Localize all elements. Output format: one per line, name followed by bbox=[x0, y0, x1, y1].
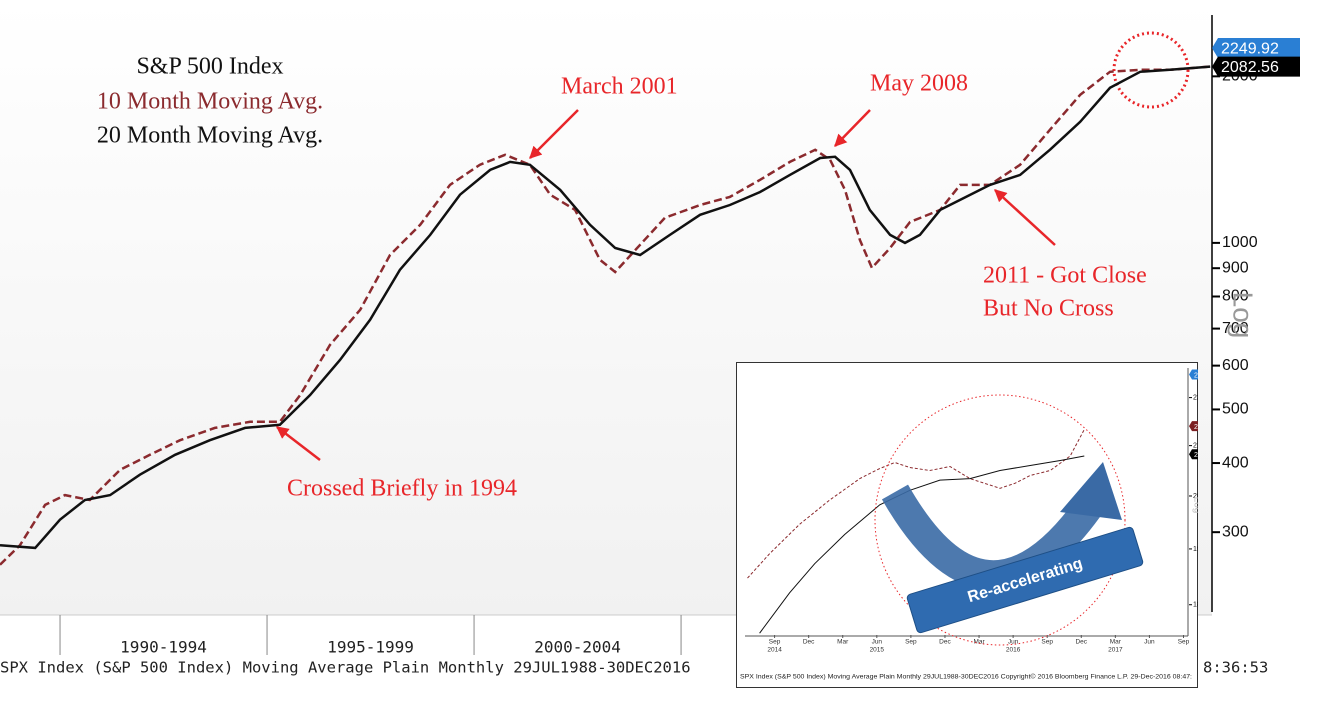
series-line bbox=[747, 429, 1085, 579]
x-year-label: 2017 bbox=[1108, 647, 1123, 654]
value-tag bbox=[1189, 421, 1198, 432]
arrow bbox=[529, 109, 579, 159]
main-chart: S&P 500 Index 10 Month Moving Avg. 20 Mo… bbox=[0, 15, 1300, 677]
value-tag bbox=[1212, 56, 1300, 77]
y-axis-label: Log bbox=[1228, 292, 1259, 339]
x-tick-label: Sep bbox=[905, 639, 917, 646]
y-tick-label: 600 bbox=[1222, 357, 1249, 374]
x-tick-label: Sep bbox=[1041, 639, 1053, 646]
value-tag bbox=[1189, 449, 1198, 460]
y-tick-label: 700 bbox=[1222, 320, 1249, 337]
arrow bbox=[834, 109, 871, 147]
legend-entry: 10 Month Moving Avg. bbox=[97, 89, 323, 115]
x-tick-label: Mar bbox=[837, 639, 849, 646]
x-period-label: 1990-1994 bbox=[120, 638, 207, 657]
value-tag-label: 2140. bbox=[1194, 424, 1212, 431]
highlight-circle bbox=[874, 394, 1126, 646]
y-tick-label: 2000 bbox=[1193, 493, 1209, 500]
y-tick-label: 1000 bbox=[1222, 234, 1258, 251]
x-year-label: 2015 bbox=[870, 647, 885, 654]
arrow-head bbox=[1060, 462, 1122, 520]
y-tick-label: 2200 bbox=[1193, 394, 1209, 401]
annotation: Crossed Briefly in 1994 bbox=[287, 476, 517, 502]
value-tag bbox=[1212, 38, 1300, 59]
x-tick-label: Mar bbox=[973, 639, 985, 646]
annotation: May 2008 bbox=[870, 71, 968, 97]
footer: SPX Index (S&P 500 Index) Moving Average… bbox=[740, 673, 1192, 681]
x-year-label: 2016 bbox=[1006, 647, 1021, 654]
series-line bbox=[0, 65, 1211, 566]
x-period-label: 2000-2004 bbox=[534, 638, 621, 657]
y-axis-label: Log bbox=[1191, 497, 1202, 514]
arrow bbox=[276, 426, 321, 461]
legend-title: S&P 500 Index bbox=[136, 54, 283, 80]
y-tick-label: 500 bbox=[1222, 401, 1249, 418]
x-tick-label: Dec bbox=[939, 639, 951, 646]
y-tick-label: 900 bbox=[1222, 259, 1249, 276]
y-tick-label: 300 bbox=[1222, 523, 1249, 540]
x-tick-label: Sep bbox=[769, 639, 781, 646]
value-tag-label: 2249.92 bbox=[1221, 40, 1279, 57]
x-tick-label: Jun bbox=[1144, 639, 1155, 646]
x-year-label: 2014 bbox=[767, 647, 782, 654]
x-tick-label: Mar bbox=[1110, 639, 1122, 646]
x-period-label: 1995-1999 bbox=[327, 638, 414, 657]
annotation: March 2001 bbox=[561, 74, 678, 100]
x-tick-label: Dec bbox=[803, 639, 815, 646]
value-tag-label: 2249. bbox=[1194, 372, 1212, 379]
footer-time: 8:36:53 bbox=[1203, 659, 1268, 677]
x-tick-label: Dec bbox=[1075, 639, 1087, 646]
inset-frame bbox=[736, 362, 1198, 688]
highlight-circle bbox=[1112, 31, 1190, 109]
y-tick-label: 800 bbox=[1222, 288, 1249, 305]
y-tick-label: 2100 bbox=[1193, 442, 1209, 449]
series-line bbox=[0, 65, 1211, 550]
value-tag-label: 2082. bbox=[1194, 452, 1212, 459]
x-tick-label: Jun bbox=[1008, 639, 1019, 646]
annotation: 2011 - Got Close bbox=[983, 263, 1147, 289]
arrow bbox=[994, 189, 1056, 246]
y-tick-label: 400 bbox=[1222, 454, 1249, 471]
footer: SPX Index (S&P 500 Index) Moving Average… bbox=[0, 659, 691, 677]
value-tag-label: 2082.56 bbox=[1221, 59, 1279, 76]
banner bbox=[906, 526, 1144, 634]
value-tag bbox=[1189, 369, 1198, 380]
x-tick-label: Jun bbox=[872, 639, 883, 646]
y-tick-label: 1800 bbox=[1193, 602, 1209, 609]
series-line bbox=[759, 455, 1085, 634]
x-tick-label: Sep bbox=[1178, 639, 1190, 646]
annotation-arrows bbox=[276, 109, 1056, 461]
legend-entry: 20 Month Moving Avg. bbox=[97, 123, 323, 149]
annotation: But No Cross bbox=[983, 296, 1114, 322]
y-tick-label: 1900 bbox=[1193, 546, 1209, 553]
inset-chart: SPX Index (S&P 500 Index) Moving Average… bbox=[736, 362, 1212, 688]
